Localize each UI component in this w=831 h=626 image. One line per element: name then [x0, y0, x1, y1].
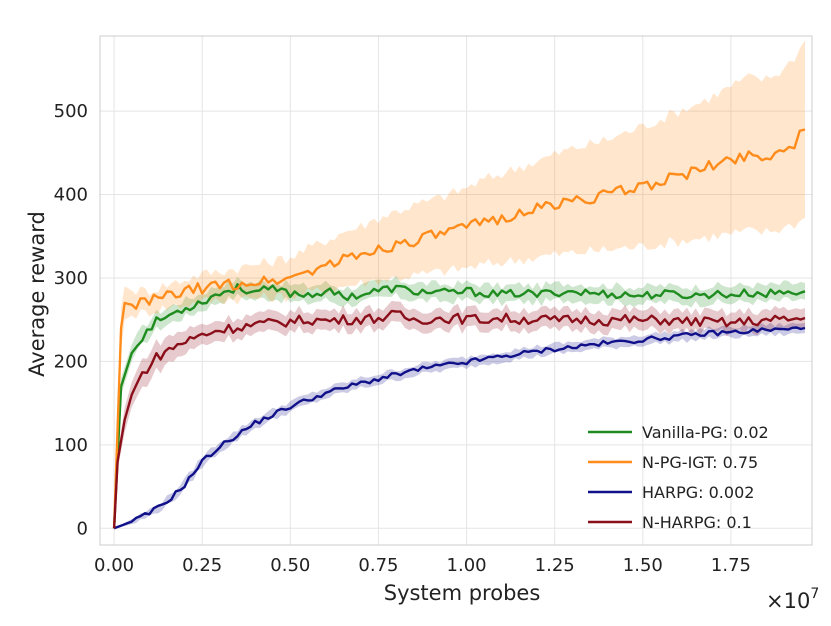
plot-frame [99, 35, 813, 546]
band-n-pg-igt-0-75 [114, 40, 806, 529]
x-tick-label: 0.25 [182, 555, 222, 576]
x-axis-multiplier: ×107 [766, 586, 819, 613]
series-lines [112, 128, 806, 530]
x-axis-multiplier-base: ×10 [766, 589, 810, 613]
x-tick-label: 1.25 [535, 555, 575, 576]
x-tick-label: 0.50 [270, 555, 310, 576]
line-n-harpg-0-1 [112, 309, 806, 529]
band-n-harpg-0-1 [114, 300, 806, 529]
band-vanilla-pg-0-02 [114, 275, 806, 529]
x-tick-label: 1.75 [711, 555, 751, 576]
y-tick-label: 0 [77, 518, 88, 539]
y-tick-label: 500 [54, 101, 88, 122]
x-axis-label: System probes [384, 581, 541, 605]
line-n-pg-igt-0-75 [112, 128, 806, 529]
y-axis-label: Average reward [25, 211, 49, 377]
y-tick-label: 300 [54, 268, 88, 289]
legend: Vanilla-PG: 0.02 N-PG-IGT: 0.75 HARPG: 0.0… [588, 423, 769, 532]
legend-label-vanilla-pg-0-02: Vanilla-PG: 0.02 [642, 423, 769, 442]
x-axis-multiplier-exponent: 7 [810, 586, 819, 602]
line-harpg-0-002 [113, 326, 806, 530]
legend-label-n-harpg-0-1: N-HARPG: 0.1 [642, 513, 752, 532]
axes: 0.00 0.25 0.50 0.75 1.00 1.25 1.50 1.75 0 100 200 3… [54, 35, 813, 576]
x-tick-label: 1.00 [447, 555, 487, 576]
x-tick-label: 0.75 [358, 555, 398, 576]
legend-label-n-pg-igt-0-75: N-PG-IGT: 0.75 [642, 453, 758, 472]
grid [100, 36, 812, 545]
legend-label-harpg-0-002: HARPG: 0.002 [642, 483, 754, 502]
y-tick-label: 400 [54, 185, 88, 206]
x-tick-label: 1.50 [623, 555, 663, 576]
y-tick-label: 200 [54, 351, 88, 372]
x-tick-label: 0.00 [94, 555, 134, 576]
line-vanilla-pg-0-02 [112, 283, 806, 529]
y-tick-label: 100 [54, 435, 88, 456]
